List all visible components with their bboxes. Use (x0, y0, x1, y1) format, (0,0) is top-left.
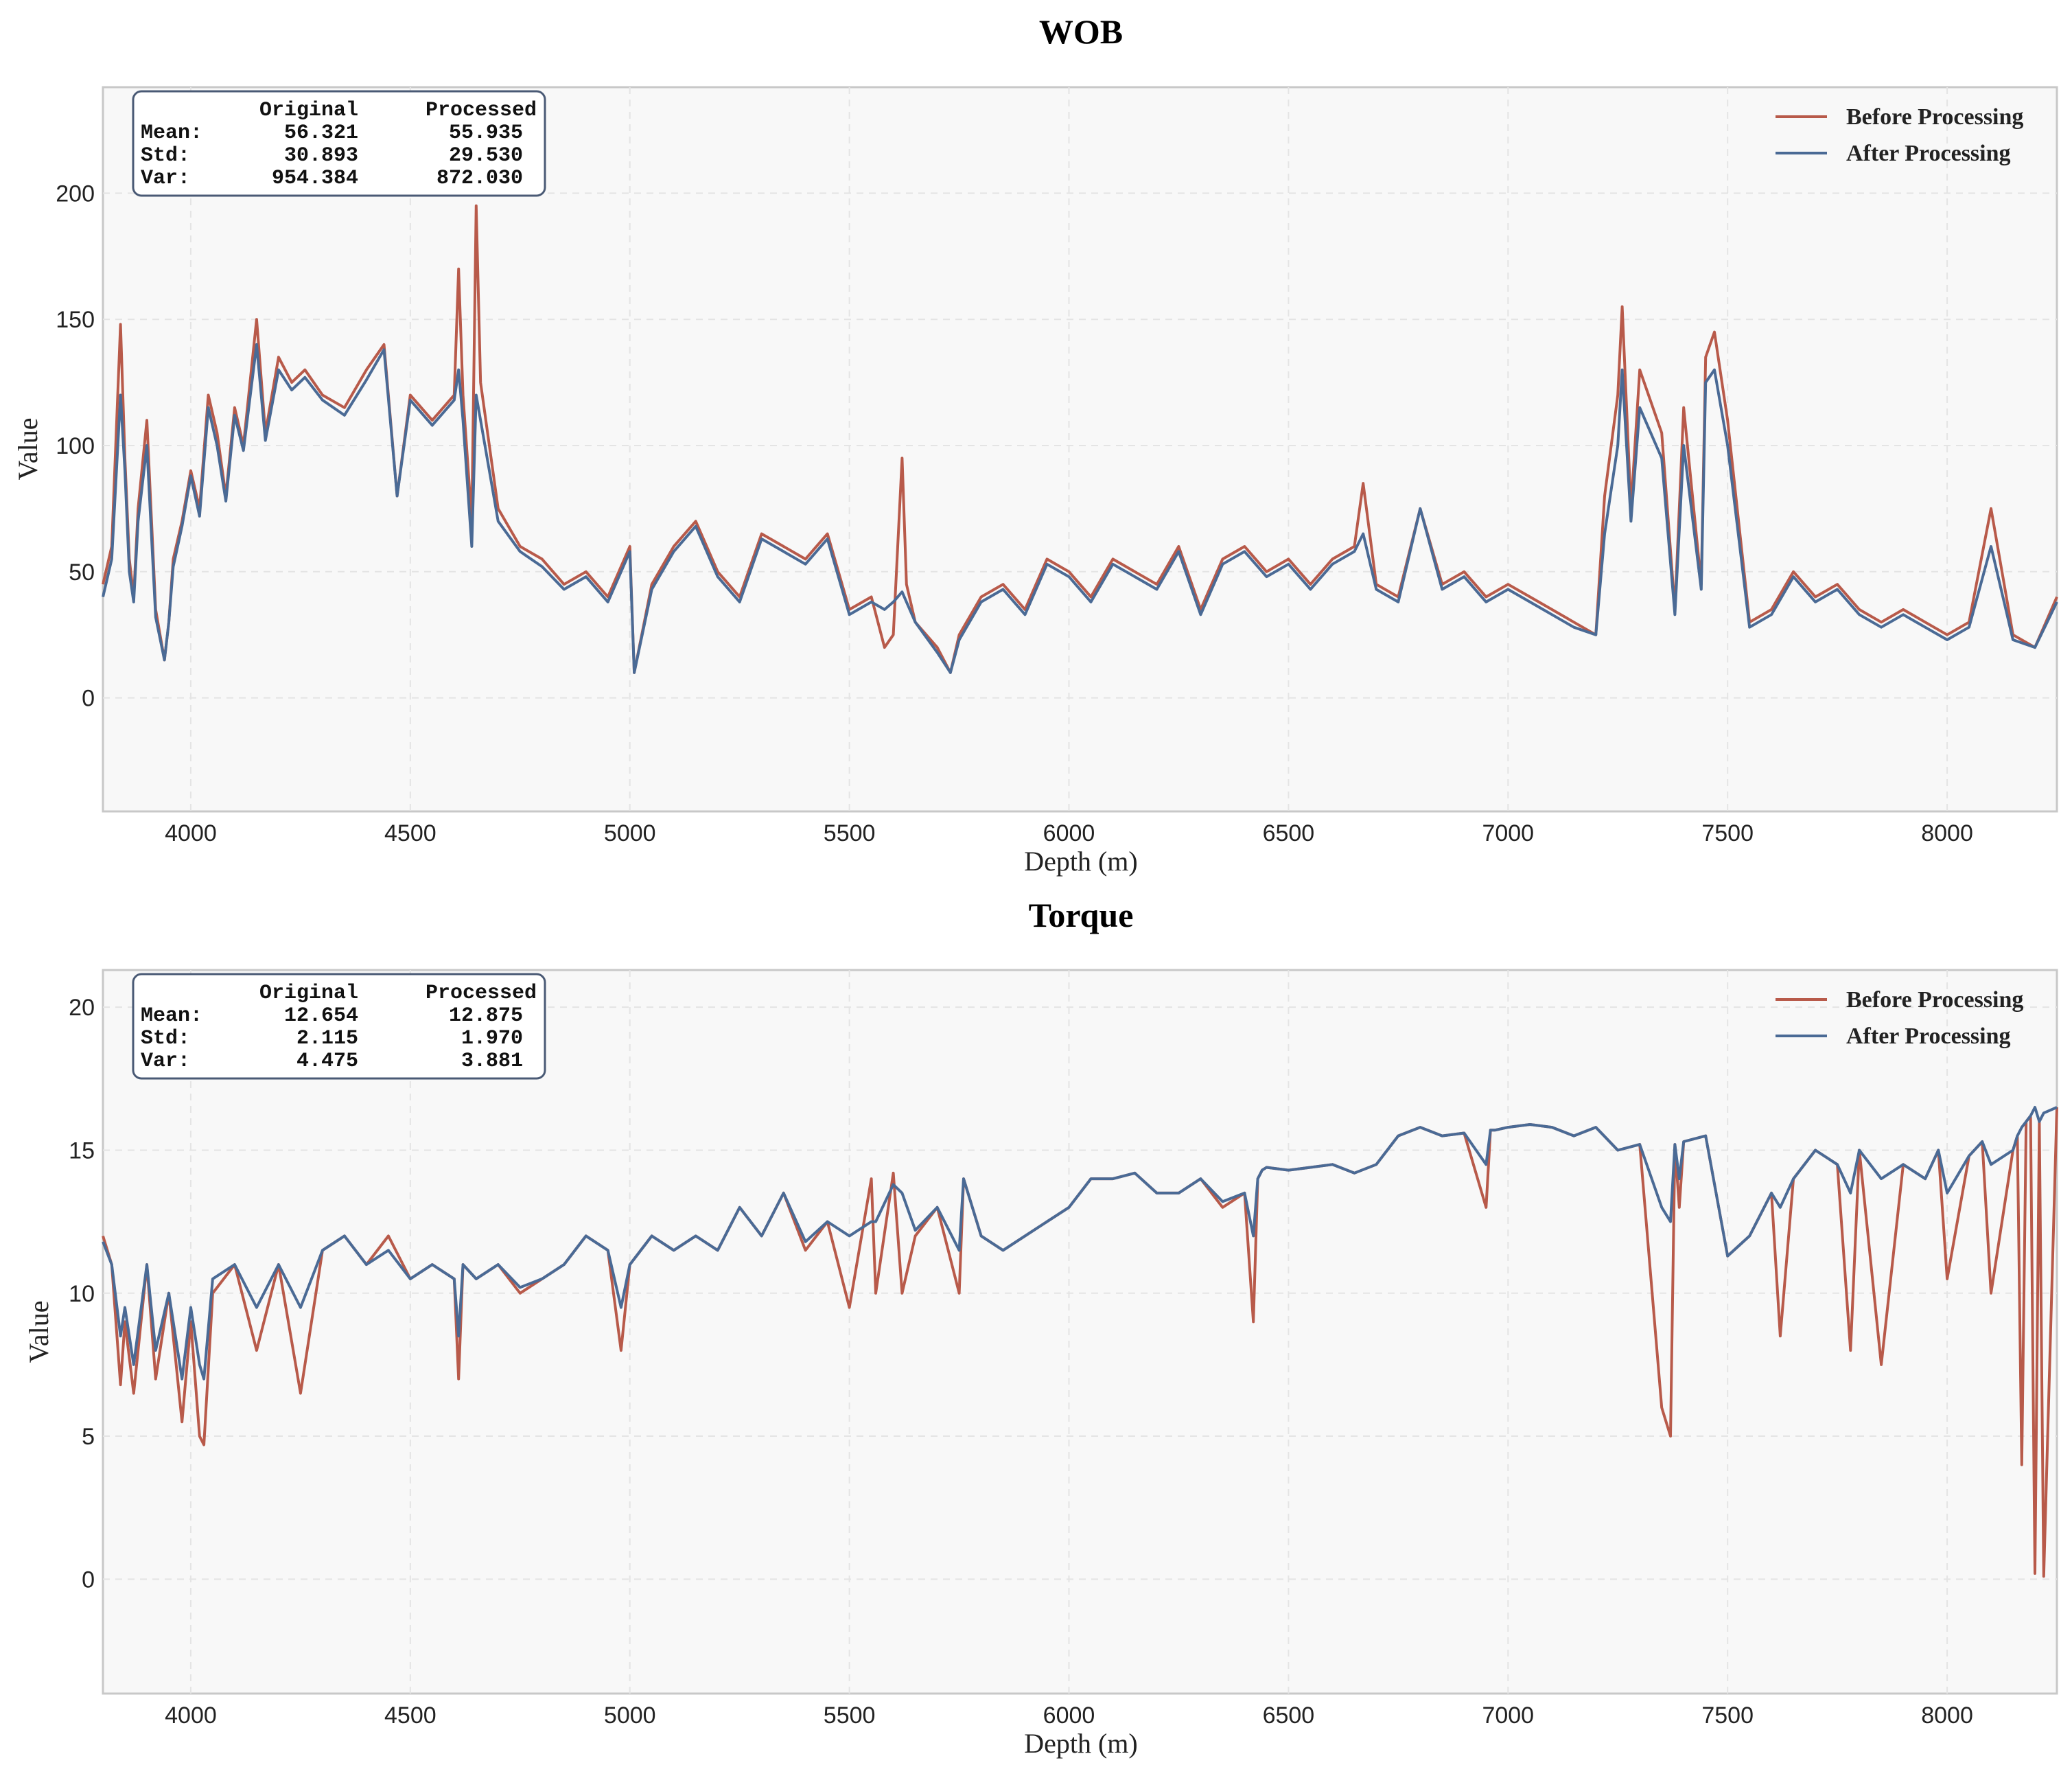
wob-stats-mean-original: 56.321 (284, 122, 358, 145)
torque-stats-var-original: 4.475 (296, 1050, 358, 1073)
torque-x-tick-label: 6000 (1043, 1702, 1095, 1729)
torque-x-tick-label: 7500 (1701, 1702, 1754, 1729)
wob-y-tick-label: 200 (56, 181, 95, 207)
wob-stats-box: Original Processed Mean: 56.321 55.935 S… (132, 90, 546, 197)
wob-y-ticks: 0 50 100 150 200 (56, 181, 95, 711)
torque-lines (102, 1106, 2058, 1578)
wob-stats-std-processed: 29.530 (449, 144, 523, 168)
torque-x-axis-label: Depth (m) (1024, 1728, 1138, 1759)
wob-stats-std-label: Std: (141, 144, 190, 168)
torque-x-tick-label: 5000 (604, 1702, 656, 1729)
torque-stats-var-processed: 3.881 (461, 1050, 523, 1073)
torque-legend-after-label: After Processing (1846, 1024, 2011, 1049)
wob-series-after-processing-line (102, 343, 2058, 674)
torque-y-tick-label: 0 (82, 1567, 95, 1593)
torque-x-ticks: 4000 4500 5000 5500 6000 6500 7000 7500 8000 (165, 1702, 1973, 1729)
wob-y-tick-label: 100 (56, 433, 95, 459)
wob-stats-mean-processed: 55.935 (449, 122, 523, 145)
torque-plot-area (102, 969, 2058, 1695)
torque-y-tick-label: 20 (69, 995, 95, 1021)
torque-y-tick-label: 10 (69, 1281, 95, 1307)
torque-x-tick-label: 6500 (1263, 1702, 1315, 1729)
torque-stats-box: Original Processed Mean: 12.654 12.875 S… (132, 973, 546, 1080)
wob-stats-var-original: 954.384 (272, 167, 358, 190)
wob-x-tick-label: 4500 (384, 820, 436, 846)
torque-stats-mean-label: Mean: (141, 1004, 202, 1028)
wob-panel: WOB 4000 4500 5000 5500 6000 6500 7000 7500 8000… (12, 12, 2058, 877)
wob-x-tick-label: 7000 (1482, 820, 1534, 846)
torque-y-tick-label: 5 (82, 1424, 95, 1450)
torque-legend-before-label: Before Processing (1846, 987, 2023, 1013)
torque-x-tick-label: 8000 (1921, 1702, 1973, 1729)
torque-x-tick-label: 5500 (824, 1702, 876, 1729)
torque-series-after-processing-line (102, 1106, 2058, 1381)
torque-stats-header-original: Original (259, 982, 358, 1005)
wob-stats-std-original: 30.893 (284, 144, 358, 168)
wob-x-tick-label: 6000 (1043, 820, 1095, 846)
torque-stats-mean-processed: 12.875 (449, 1004, 523, 1028)
wob-y-tick-label: 150 (56, 307, 95, 333)
wob-stats-var-label: Var: (141, 167, 190, 190)
wob-y-tick-label: 50 (69, 559, 95, 586)
torque-stats-std-original: 2.115 (296, 1027, 358, 1050)
wob-x-axis-label: Depth (m) (1024, 846, 1138, 877)
wob-legend-after-label: After Processing (1846, 141, 2011, 166)
wob-stats-header-processed: Processed (426, 99, 537, 122)
torque-x-tick-label: 4000 (165, 1702, 217, 1729)
torque-stats-var-label: Var: (141, 1050, 190, 1073)
wob-legend: Before Processing After Processing (1776, 104, 2023, 166)
wob-stats-mean-label: Mean: (141, 122, 202, 145)
wob-stats-header-original: Original (259, 99, 358, 122)
wob-x-tick-label: 4000 (165, 820, 217, 846)
torque-stats-std-label: Std: (141, 1027, 190, 1050)
wob-lines (102, 204, 2058, 674)
torque-x-tick-label: 7000 (1482, 1702, 1534, 1729)
wob-y-tick-label: 0 (82, 686, 95, 712)
torque-y-tick-label: 15 (69, 1138, 95, 1164)
wob-stats-var-processed: 872.030 (436, 167, 523, 190)
torque-x-tick-label: 4500 (384, 1702, 436, 1729)
wob-y-axis-label: Value (12, 417, 43, 480)
wob-x-tick-label: 5500 (824, 820, 876, 846)
wob-x-tick-label: 5000 (604, 820, 656, 846)
wob-x-ticks: 4000 4500 5000 5500 6000 6500 7000 7500 8000 (165, 820, 1973, 846)
torque-title: Torque (1029, 896, 1134, 934)
wob-title: WOB (1039, 12, 1123, 51)
wob-legend-before-label: Before Processing (1846, 104, 2023, 130)
torque-y-ticks: 0 5 10 15 20 (69, 995, 95, 1593)
torque-stats-header-processed: Processed (426, 982, 537, 1005)
wob-x-tick-label: 7500 (1701, 820, 1754, 846)
torque-panel: Torque 4000 4500 5000 5500 6000 6500 7000 7500 8… (23, 896, 2058, 1759)
torque-stats-mean-original: 12.654 (284, 1004, 358, 1028)
wob-x-tick-label: 8000 (1921, 820, 1973, 846)
torque-y-axis-label: Value (23, 1300, 54, 1363)
wob-x-tick-label: 6500 (1263, 820, 1315, 846)
torque-grid (103, 970, 2057, 1694)
torque-legend: Before Processing After Processing (1776, 987, 2023, 1049)
torque-stats-std-processed: 1.970 (461, 1027, 523, 1050)
